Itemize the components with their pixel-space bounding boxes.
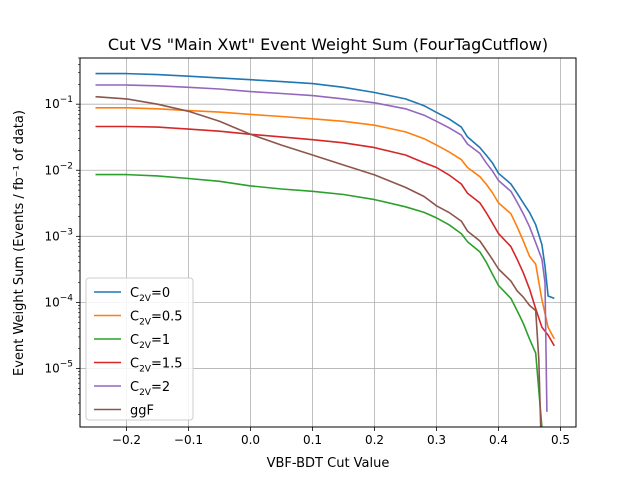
y-tick-label: 10−5 (44, 359, 73, 375)
x-tick-label: 0.4 (489, 433, 508, 447)
x-tick-label: −0.2 (112, 433, 141, 447)
x-tick-label: 0.3 (427, 433, 446, 447)
legend-label: C2V=0 (130, 286, 170, 304)
y-axis: 10−5 10−4 10−3 10−2 10−1 (44, 95, 80, 375)
series-line-2 (95, 173, 543, 427)
y-tick-label: 10−1 (44, 95, 73, 111)
x-tick-label: 0.1 (303, 433, 322, 447)
legend-label: ggF (130, 404, 154, 419)
x-tick-label: 0.0 (241, 433, 260, 447)
y-tick-label: 10−3 (44, 227, 73, 243)
x-tick-label: −0.1 (174, 433, 203, 447)
series-line-4 (95, 84, 548, 412)
series-line-0 (95, 72, 555, 300)
series-lines (95, 72, 556, 427)
plot-frame (79, 57, 577, 428)
y-axis-label: Event Weight Sum (Events / fb⁻¹ of data) (12, 110, 27, 376)
grid-lines (80, 58, 576, 427)
series-line-5 (95, 95, 542, 427)
series-line-1 (95, 107, 556, 340)
legend: C2V=0 C2V=0.5 C2V=1 C2V=1.5 C2V=2 ggF (85, 277, 194, 421)
legend-label: C2V=1 (130, 333, 170, 351)
legend-label: C2V=2 (130, 380, 170, 398)
legend-label: C2V=1.5 (130, 357, 183, 375)
y-tick-label: 10−2 (44, 161, 73, 177)
x-axis-label: VBF-BDT Cut Value (267, 456, 390, 471)
x-tick-label: 0.5 (551, 433, 570, 447)
x-tick-label: 0.2 (365, 433, 384, 447)
legend-label: C2V=0.5 (130, 310, 183, 328)
x-axis: −0.2 −0.1 0.0 0.1 0.2 0.3 0.4 0.5 (112, 427, 570, 447)
series-line-3 (95, 125, 555, 347)
chart-title: Cut VS "Main Xwt" Event Weight Sum (Four… (108, 35, 548, 54)
y-tick-label: 10−4 (44, 293, 73, 309)
legend-box (85, 277, 194, 421)
